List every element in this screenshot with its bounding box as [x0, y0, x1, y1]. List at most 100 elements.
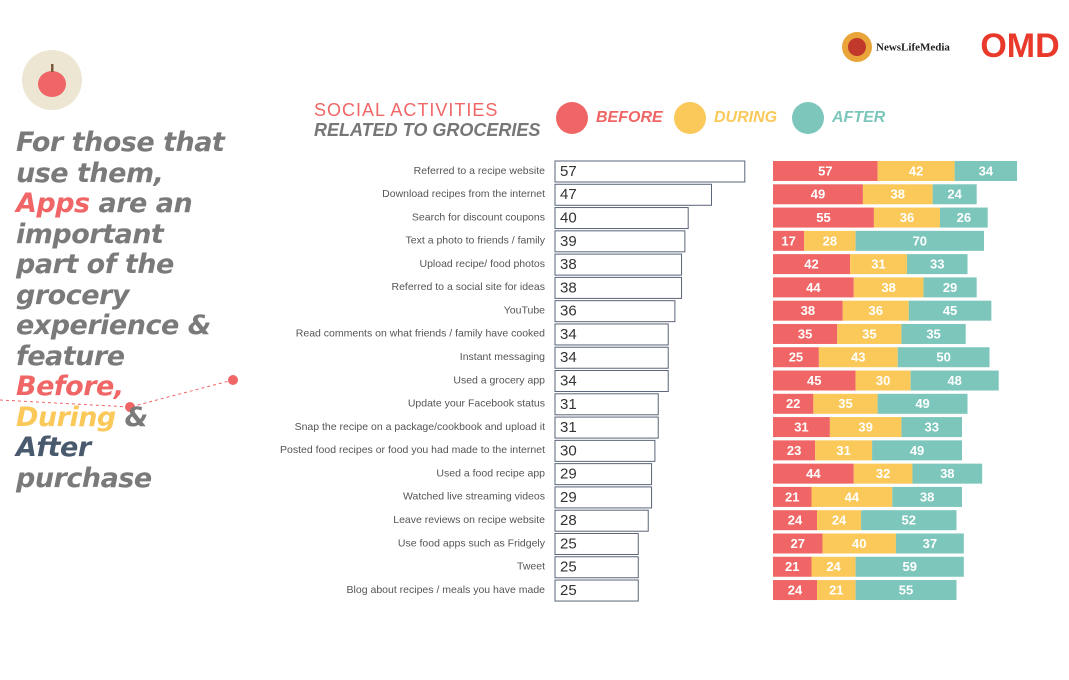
value-label: 24	[788, 582, 803, 597]
bar-segment	[773, 463, 854, 484]
bar-segment	[850, 254, 907, 275]
bar-segment	[804, 230, 856, 251]
bar-segment	[923, 277, 977, 298]
bar	[554, 579, 639, 602]
apple-stem	[51, 64, 54, 72]
category-label: Watched live streaming videos	[403, 491, 545, 503]
value-label: 49	[910, 443, 924, 458]
bar-segment	[853, 277, 924, 298]
value-label: 48	[947, 373, 961, 388]
decor-line	[0, 379, 234, 408]
bar-segment	[773, 393, 814, 414]
value-label: 29	[560, 466, 577, 483]
bar-segment	[815, 440, 873, 461]
bar	[554, 230, 686, 253]
legend-label: BEFORE	[596, 109, 664, 126]
value-label: 29	[560, 489, 577, 506]
value-label: 47	[560, 186, 577, 203]
value-label: 35	[838, 396, 852, 411]
bar-segment	[908, 300, 992, 321]
bar-segment	[853, 463, 913, 484]
value-label: 21	[785, 489, 799, 504]
bar-segment	[773, 533, 823, 554]
bar	[554, 463, 653, 486]
value-label: 17	[781, 233, 795, 248]
value-label: 21	[785, 559, 799, 574]
value-label: 38	[881, 280, 895, 295]
value-label: 34	[979, 163, 994, 178]
logo-globe-inner	[848, 38, 866, 56]
bar-segment	[773, 556, 812, 577]
value-label: 25	[560, 535, 577, 552]
bar-segment	[773, 417, 830, 438]
value-label: 31	[560, 419, 577, 436]
bar	[554, 393, 659, 416]
value-label: 32	[876, 466, 890, 481]
bar-segment	[773, 440, 816, 461]
headline-text: purchase	[16, 462, 152, 494]
value-label: 50	[936, 350, 950, 365]
value-label: 36	[900, 210, 914, 225]
value-label: 30	[560, 442, 577, 459]
legend-swatch	[556, 102, 588, 134]
category-label: Update your Facebook status	[408, 398, 545, 410]
bar-segment	[813, 393, 878, 414]
value-label: 44	[806, 280, 821, 295]
value-label: 42	[804, 257, 818, 272]
bar-segment	[773, 580, 818, 601]
category-label: Posted food recipes or food you had made…	[280, 444, 545, 456]
bar-segment	[892, 486, 963, 507]
chart-subtitle: RELATED TO GROCERIES	[314, 120, 540, 140]
value-label: 59	[902, 559, 916, 574]
bar-segment	[773, 277, 854, 298]
headline-text: For those that use them,	[16, 127, 225, 189]
category-label: Download recipes from the internet	[382, 188, 545, 200]
value-label: 52	[902, 513, 916, 528]
value-label: 30	[876, 373, 890, 388]
bar-segment	[855, 230, 985, 251]
legend-label: AFTER	[831, 109, 886, 126]
bar-segment	[773, 347, 819, 368]
value-label: 25	[789, 350, 803, 365]
value-label: 38	[920, 489, 934, 504]
value-label: 34	[560, 349, 577, 366]
category-label: Used a food recipe app	[436, 467, 545, 479]
bar-segment	[773, 230, 805, 251]
bar-segment	[837, 323, 902, 344]
bar	[554, 532, 639, 555]
value-label: 34	[560, 372, 577, 389]
bar-segment	[773, 486, 812, 507]
value-label: 31	[794, 420, 808, 435]
bar	[554, 486, 653, 509]
bar	[554, 509, 649, 532]
bar-segment	[773, 370, 856, 391]
value-label: 37	[923, 536, 937, 551]
value-label: 44	[845, 489, 860, 504]
bar-segment	[773, 323, 838, 344]
logo-text: NewsLifeMedia	[876, 42, 950, 54]
value-label: 36	[869, 303, 883, 318]
value-label: 55	[816, 210, 830, 225]
value-label: 57	[560, 163, 577, 180]
bar	[554, 556, 639, 579]
headline-text: are an important part of the grocery exp…	[16, 188, 211, 372]
bar-segment	[910, 370, 999, 391]
value-label: 24	[826, 559, 841, 574]
category-label: Instant messaging	[460, 351, 545, 363]
logo-text: OMD	[980, 27, 1059, 65]
bar-segment	[829, 417, 902, 438]
value-label: 21	[829, 582, 843, 597]
value-label: 31	[836, 443, 850, 458]
bar	[554, 346, 669, 369]
bar	[554, 276, 683, 299]
decor-dot	[228, 375, 238, 385]
value-label: 26	[957, 210, 971, 225]
bar-segment	[773, 254, 851, 275]
bar-segment	[811, 556, 856, 577]
value-label: 24	[832, 513, 847, 528]
category-label: Used a grocery app	[453, 374, 545, 386]
bar	[554, 323, 669, 346]
bar-segment	[811, 486, 893, 507]
value-label: 40	[852, 536, 866, 551]
